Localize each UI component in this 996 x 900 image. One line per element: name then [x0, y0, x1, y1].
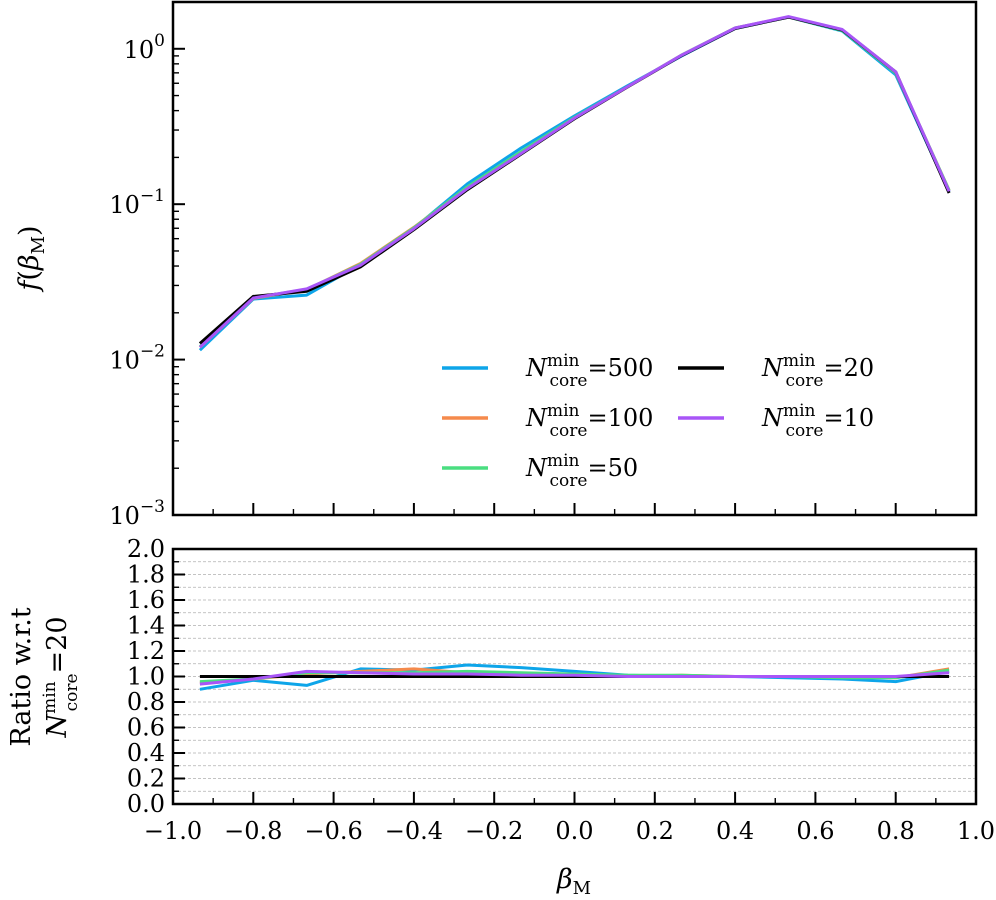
top-series-line-50: [198, 15, 951, 348]
legend-label-10: Nmin core=10: [761, 401, 874, 441]
bottom-ytick-label: 1.0: [127, 663, 165, 691]
top-ytick-label: 100: [124, 31, 165, 64]
bottom-xtick-label: 0.4: [716, 817, 754, 845]
bottom-xlabel: βM: [556, 864, 591, 899]
legend-label-20: Nmin core=20: [761, 351, 874, 391]
legend: Nmin core=500 Nmin core=100 Nmin core=50 Nmin c…: [442, 351, 874, 491]
top-series-line-10: [198, 15, 951, 349]
bottom-panel: 0.00.20.40.60.81.01.21.41.61.82.0−1.0 −0.…: [127, 535, 995, 845]
bottom-ytick-label: 1.4: [127, 612, 165, 640]
bottom-ytick-label: 0.0: [127, 790, 165, 818]
top-ylabel: f(βM): [14, 225, 49, 292]
bottom-series-line: [199, 669, 950, 686]
legend-label-50: Nmin core=50: [525, 451, 638, 491]
bottom-ytick-label: 1.2: [127, 637, 165, 665]
legend-label-100: Nmin core=100: [525, 401, 653, 441]
bottom-ytick-label: 0.6: [127, 714, 165, 742]
bottom-ylabel-line1: Ratio w.r.t: [6, 607, 37, 746]
bottom-ytick-label: 0.4: [127, 739, 165, 767]
bottom-xtick-label: −0.4: [385, 817, 443, 845]
top-series-line-20: [198, 15, 951, 345]
legend-label-500: Nmin core=500: [525, 351, 653, 391]
top-ytick-label: 10−2: [109, 342, 165, 375]
bottom-ytick-label: 0.2: [127, 765, 165, 793]
bottom-ylabel-line2: Nmin core=20: [40, 616, 82, 738]
bottom-ytick-label: 0.8: [127, 688, 165, 716]
bottom-plot-frame: [171, 547, 978, 806]
top-series-line-100: [198, 15, 951, 349]
bottom-xtick-label: 0.0: [555, 817, 593, 845]
bottom-xtick-label: 1.0: [957, 817, 995, 845]
bottom-xtick-label: −0.6: [304, 817, 362, 845]
bottom-xtick-label: 0.8: [877, 817, 915, 845]
bottom-xtick-label: 0.2: [636, 817, 674, 845]
bottom-xtick-label: −1.0: [144, 817, 202, 845]
bottom-xtick-label: −0.8: [224, 817, 282, 845]
top-plot-frame: [171, 0, 978, 517]
bottom-ytick-label: 1.6: [127, 586, 165, 614]
top-series-line-500: [198, 15, 951, 352]
bottom-ytick-label: 2.0: [127, 535, 165, 563]
top-ytick-label: 10−3: [109, 497, 165, 530]
bottom-xtick-label: −0.2: [465, 817, 523, 845]
top-panel: 100 10−1 10−2 10−3: [109, 1, 977, 530]
top-ytick-label: 10−1: [109, 186, 165, 219]
bottom-ytick-label: 1.8: [127, 561, 165, 589]
bottom-xtick-label: 0.6: [796, 817, 834, 845]
